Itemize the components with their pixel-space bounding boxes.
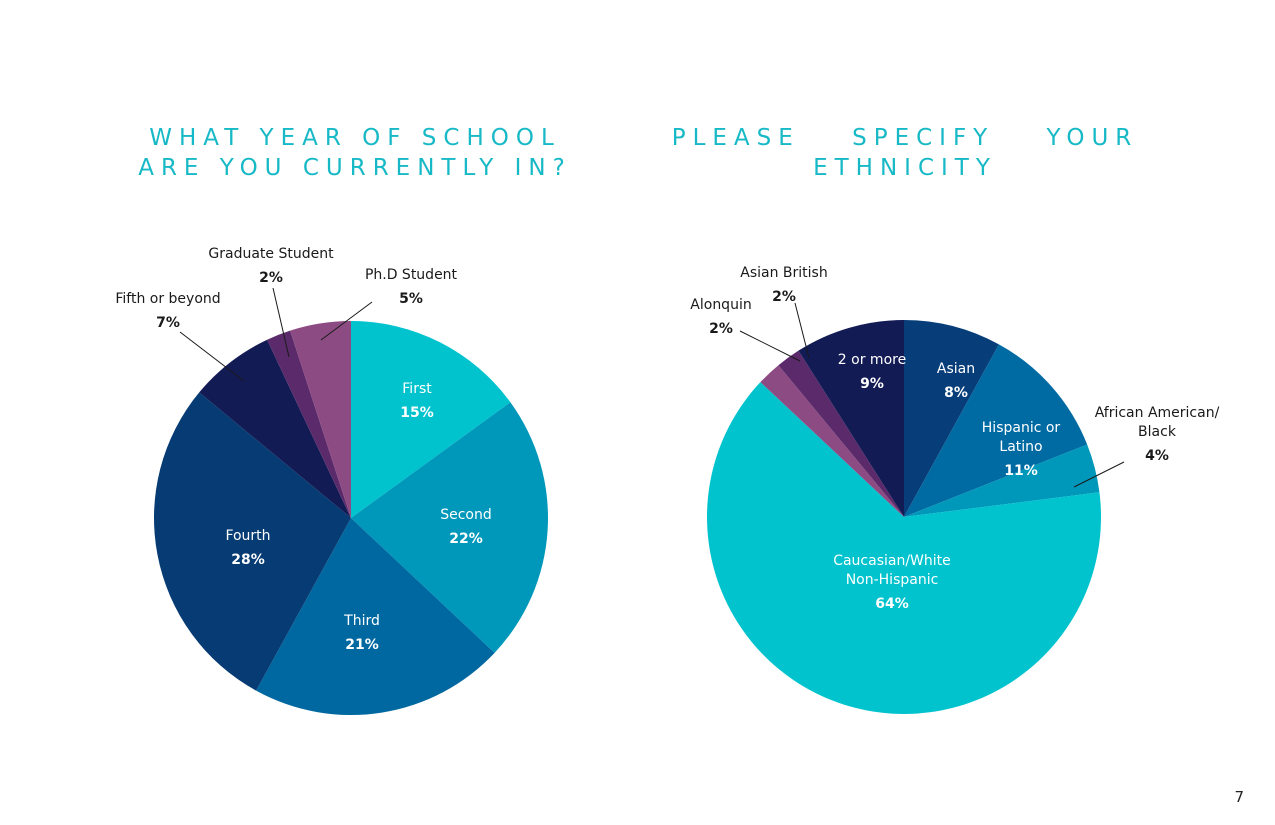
slice-label-2-or-more: 2 or more bbox=[838, 352, 906, 368]
slice-value-fifth-or-beyond: 7% bbox=[156, 315, 180, 331]
slice-label-graduate-student: Graduate Student bbox=[208, 246, 334, 262]
slice-label-fourth: Fourth bbox=[225, 528, 270, 544]
pie-slice-2-or-more bbox=[798, 320, 904, 517]
pie-slice-alonquin bbox=[760, 365, 904, 517]
slice-value-third: 21% bbox=[345, 637, 379, 653]
slice-value-caucasian-white-non-hispanic: 64% bbox=[875, 596, 909, 612]
slice-label-ph-d-student: Ph.D Student bbox=[365, 267, 458, 283]
slice-label-third: Third bbox=[343, 613, 380, 629]
pie-slice-hispanic-or-latino bbox=[904, 344, 1088, 517]
slice-label-hispanic-or-latino: Latino bbox=[999, 439, 1042, 455]
page-number: 7 bbox=[1234, 788, 1244, 806]
chart-title-ethnicity: PLEASE SPECIFY YOUR ETHNICITY bbox=[660, 123, 1150, 183]
slice-value-asian-british: 2% bbox=[772, 289, 796, 305]
pie-slice-graduate-student bbox=[267, 330, 351, 518]
chart-title-line: ARE YOU CURRENTLY IN? bbox=[138, 155, 572, 181]
slice-label-first: First bbox=[402, 381, 432, 397]
slice-label-asian-british: Asian British bbox=[740, 265, 827, 281]
pie-chart-ethnicity: Asian 8% Hispanic or Latino 11% African Ameri… bbox=[690, 265, 1220, 714]
leader-line-graduate-student bbox=[272, 287, 290, 358]
leader-line-asian-british bbox=[794, 302, 810, 359]
slice-value-graduate-student: 2% bbox=[259, 270, 283, 286]
chart-title-line: ETHNICITY bbox=[813, 155, 997, 181]
slice-label-african-american-black: African American/ bbox=[1095, 405, 1220, 421]
slice-label-hispanic-or-latino: Hispanic or bbox=[982, 420, 1061, 436]
slice-label-caucasian-white-non-hispanic: Caucasian/White bbox=[833, 553, 951, 569]
chart-title-line: WHAT YEAR OF SCHOOL bbox=[149, 125, 561, 151]
slice-value-2-or-more: 9% bbox=[860, 376, 884, 392]
slice-value-alonquin: 2% bbox=[709, 321, 733, 337]
pie-slice-third bbox=[256, 518, 495, 716]
pie-slice-caucasian-white-non-hispanic bbox=[707, 382, 1102, 714]
pie-slice-first bbox=[351, 320, 511, 518]
pie-slice-second bbox=[351, 402, 549, 653]
chart-title-year-of-school: WHAT YEAR OF SCHOOL ARE YOU CURRENTLY IN… bbox=[110, 123, 600, 183]
slice-value-first: 15% bbox=[400, 405, 434, 421]
pie-slice-fourth bbox=[154, 392, 351, 691]
pie-slice-african-american-black bbox=[904, 444, 1100, 517]
leader-line-alonquin bbox=[739, 330, 801, 362]
slice-value-asian: 8% bbox=[944, 385, 968, 401]
slice-label-fifth-or-beyond: Fifth or beyond bbox=[115, 291, 220, 307]
leader-line-ph-d-student bbox=[320, 301, 373, 341]
pie-chart-year-of-school: First 15% Second 22% Third 21% Fourth 28% Fifth … bbox=[115, 246, 549, 716]
slice-value-african-american-black: 4% bbox=[1145, 448, 1169, 464]
slice-label-caucasian-white-non-hispanic: Non-Hispanic bbox=[846, 572, 939, 588]
leader-line-fifth-or-beyond bbox=[179, 331, 245, 382]
pie-slice-fifth-or-beyond bbox=[199, 339, 351, 518]
chart-title-line: PLEASE SPECIFY YOUR bbox=[671, 125, 1139, 151]
pie-slice-asian bbox=[904, 320, 999, 517]
slice-value-second: 22% bbox=[449, 531, 483, 547]
slice-value-fourth: 28% bbox=[231, 552, 265, 568]
slice-label-alonquin: Alonquin bbox=[690, 297, 751, 313]
slice-value-hispanic-or-latino: 11% bbox=[1004, 463, 1038, 479]
slice-value-ph-d-student: 5% bbox=[399, 291, 423, 307]
slice-label-african-american-black: Black bbox=[1138, 424, 1177, 440]
slice-label-asian: Asian bbox=[937, 361, 975, 377]
pie-slice-asian-british bbox=[778, 350, 904, 517]
leader-line-african-american-black bbox=[1073, 461, 1125, 488]
slice-label-second: Second bbox=[440, 507, 492, 523]
pie-slice-ph-d-student bbox=[290, 321, 351, 518]
